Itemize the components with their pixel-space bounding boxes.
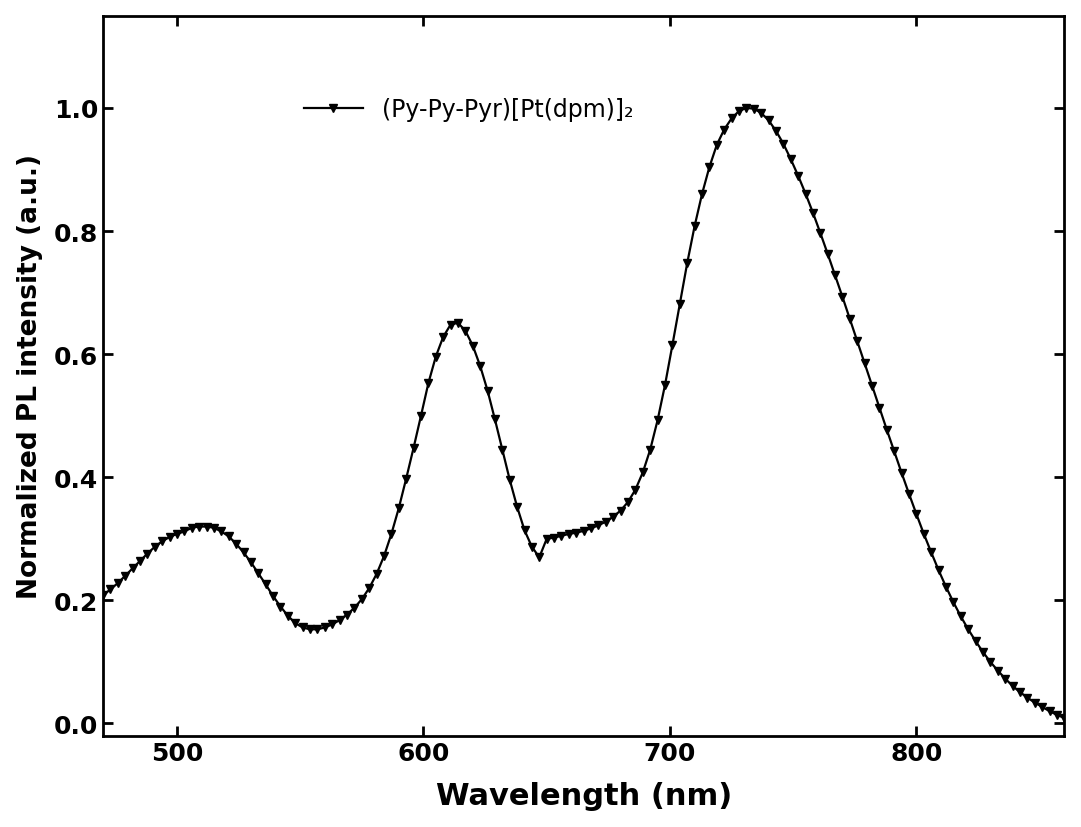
(Py-Py-Pyr)[Pt(dpm)]₂ <box>851 337 864 347</box>
(Py-Py-Pyr)[Pt(dpm)]₂ <box>133 557 146 566</box>
(Py-Py-Pyr)[Pt(dpm)]₂ <box>644 445 657 455</box>
(Py-Py-Pyr)[Pt(dpm)]₂ <box>1058 713 1071 723</box>
X-axis label: Wavelength (nm): Wavelength (nm) <box>436 782 732 810</box>
(Py-Py-Pyr)[Pt(dpm)]₂ <box>814 229 827 239</box>
Y-axis label: Normalized PL intensity (a.u.): Normalized PL intensity (a.u.) <box>16 154 42 599</box>
(Py-Py-Pyr)[Pt(dpm)]₂ <box>739 104 752 114</box>
(Py-Py-Pyr)[Pt(dpm)]₂ <box>695 190 708 200</box>
Line: (Py-Py-Pyr)[Pt(dpm)]₂: (Py-Py-Pyr)[Pt(dpm)]₂ <box>98 105 1068 722</box>
(Py-Py-Pyr)[Pt(dpm)]₂ <box>96 590 109 600</box>
Legend: (Py-Py-Pyr)[Pt(dpm)]₂: (Py-Py-Pyr)[Pt(dpm)]₂ <box>292 86 645 133</box>
(Py-Py-Pyr)[Pt(dpm)]₂ <box>267 591 280 601</box>
